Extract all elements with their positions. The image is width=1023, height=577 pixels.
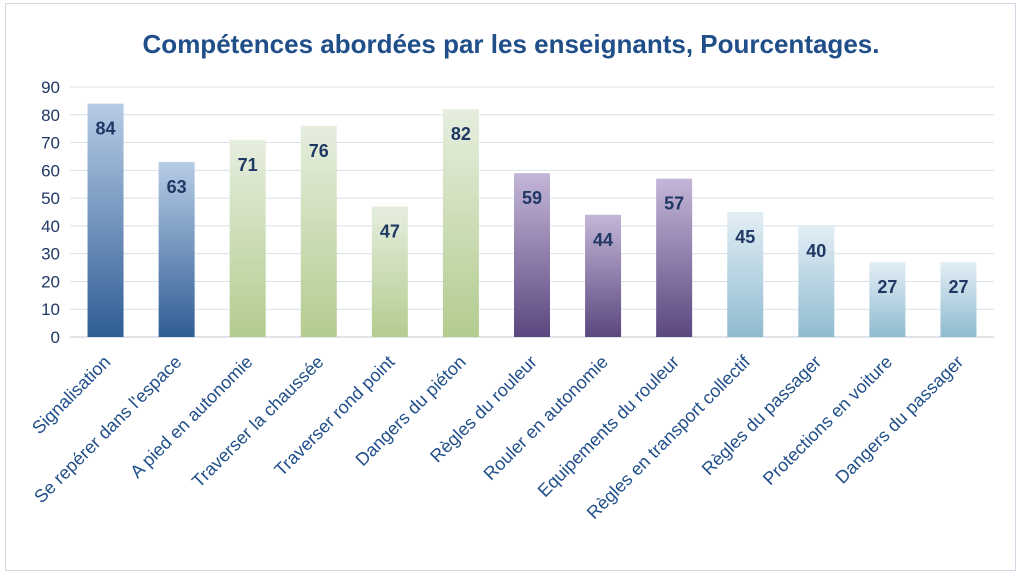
data-label: 84 xyxy=(96,119,116,139)
y-tick-label: 40 xyxy=(41,217,60,236)
bar xyxy=(229,139,266,337)
bar xyxy=(300,125,337,337)
y-tick-label: 80 xyxy=(41,106,60,125)
y-tick-label: 90 xyxy=(41,78,60,97)
x-tick-label: Dangers du passager xyxy=(831,352,967,488)
bars xyxy=(87,103,977,338)
bar xyxy=(442,109,479,337)
bar xyxy=(656,178,693,337)
data-label: 44 xyxy=(593,230,613,250)
y-tick-label: 20 xyxy=(41,272,60,291)
data-label: 45 xyxy=(735,227,755,247)
y-tick-label: 10 xyxy=(41,300,60,319)
y-tick-label: 60 xyxy=(41,161,60,180)
x-tick-label: Equipements du rouleur xyxy=(534,352,683,501)
data-label: 27 xyxy=(877,277,897,297)
y-tick-label: 70 xyxy=(41,134,60,153)
bar xyxy=(798,225,835,337)
bar xyxy=(585,214,622,337)
x-tick-label: Rouler en autonomie xyxy=(480,352,612,484)
x-tick-label: Traverser la chaussée xyxy=(188,352,328,492)
bar xyxy=(158,162,195,337)
data-label: 40 xyxy=(806,241,826,261)
bar xyxy=(514,173,550,337)
data-label: 71 xyxy=(238,155,258,175)
bar xyxy=(940,262,977,337)
y-tick-label: 30 xyxy=(41,245,60,264)
x-tick-label: Règles du passager xyxy=(698,352,825,479)
x-tick-label: Se repérer dans l'espace xyxy=(30,352,185,507)
y-axis: 0 10 20 30 40 50 60 70 80 90 xyxy=(41,78,60,347)
data-label: 63 xyxy=(167,177,187,197)
bar xyxy=(87,103,124,338)
y-tick-label: 0 xyxy=(51,328,60,347)
x-tick-label: Traverser rond point xyxy=(270,352,398,480)
chart-title: Compétences abordées par les enseignants… xyxy=(143,29,880,59)
x-tick-label: A pied en autonomie xyxy=(126,352,256,482)
data-label: 27 xyxy=(948,277,968,297)
bar-chart: Compétences abordées par les enseignants… xyxy=(28,29,994,523)
bar xyxy=(869,262,906,337)
data-labels: 84 63 71 76 47 82 59 44 57 45 40 27 27 xyxy=(96,119,969,297)
bar xyxy=(727,212,764,337)
data-label: 76 xyxy=(309,141,329,161)
y-tick-label: 50 xyxy=(41,189,60,208)
x-tick-label: Protections en voiture xyxy=(759,352,896,489)
data-label: 47 xyxy=(380,221,400,241)
data-label: 57 xyxy=(664,194,684,214)
data-label: 59 xyxy=(522,188,542,208)
chart-frame: Compétences abordées par les enseignants… xyxy=(5,3,1016,571)
data-label: 82 xyxy=(451,124,471,144)
bar xyxy=(371,206,408,337)
